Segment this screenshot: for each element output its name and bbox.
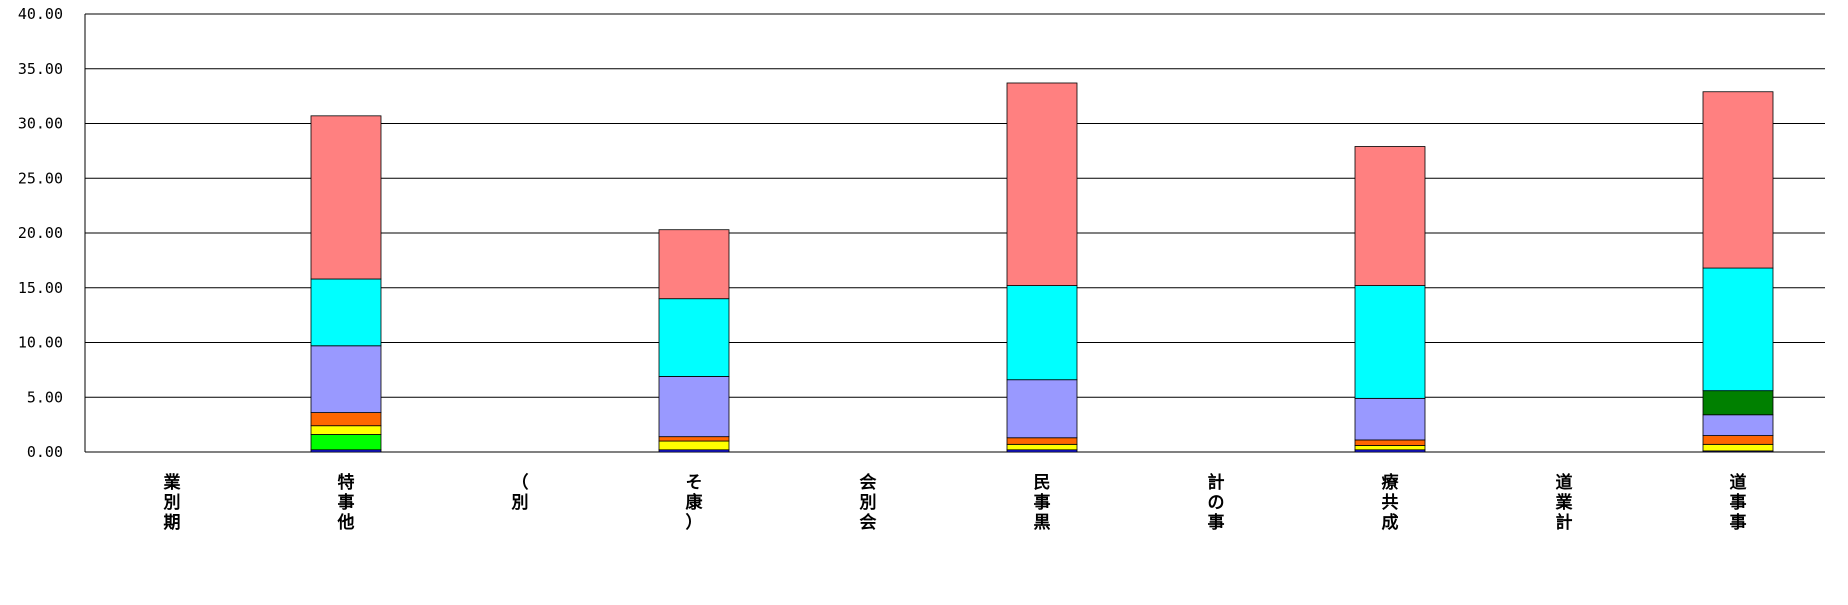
bar-segment (1703, 436, 1773, 445)
x-category-label: 療共成 (1382, 472, 1400, 533)
bar-segment (1703, 415, 1773, 436)
bar-segment (1355, 445, 1425, 449)
x-category-label: （別 (511, 472, 529, 513)
y-tick-label: 0.00 (27, 443, 63, 461)
y-tick-label: 20.00 (18, 224, 63, 242)
x-category-label: 道事事 (1730, 472, 1747, 533)
bar-segment (311, 116, 381, 279)
bar-segment (1703, 391, 1773, 415)
bar-segment (659, 230, 729, 299)
bar-segment (1007, 83, 1077, 286)
x-axis-category-labels: 業別期 特事他 （別 そ康） 会別会 民事黒 計の事 療共成 道業計 道事事 (163, 472, 1747, 533)
y-tick-label: 10.00 (18, 334, 63, 352)
x-category-label: 道業計 (1556, 472, 1573, 533)
bar-segment (311, 279, 381, 346)
bar-segment (311, 426, 381, 435)
bars (311, 83, 1773, 452)
y-tick-label: 25.00 (18, 169, 63, 187)
bar-segment (311, 346, 381, 413)
y-tick-label: 30.00 (18, 115, 63, 133)
x-category-label: 計の事 (1208, 472, 1225, 533)
bar-segment (1007, 438, 1077, 445)
bar-segment (659, 437, 729, 441)
x-category-label: 業別期 (163, 472, 181, 533)
y-tick-label: 40.00 (18, 5, 63, 23)
bar-segment (1703, 444, 1773, 451)
x-category-label: 特事他 (337, 472, 355, 533)
x-category-label: 民事黒 (1034, 473, 1051, 533)
bar-segment (1703, 268, 1773, 391)
bar-segment (659, 376, 729, 436)
y-axis-tick-labels: 0.00 5.00 10.00 15.00 20.00 25.00 30.00 35.00 40… (18, 5, 63, 461)
bar-segment (1355, 398, 1425, 440)
y-tick-label: 5.00 (27, 388, 63, 406)
y-tick-label: 15.00 (18, 279, 63, 297)
bar-segment (311, 413, 381, 426)
bar-segment (659, 299, 729, 377)
bar-segment (1355, 440, 1425, 445)
bar-segment (1007, 444, 1077, 449)
bar-segment (1355, 146, 1425, 285)
bar-segment (1355, 286, 1425, 399)
bar-segment (1703, 92, 1773, 268)
x-category-label: そ康） (686, 473, 704, 533)
y-tick-label: 35.00 (18, 60, 63, 78)
x-category-label: 会別会 (859, 472, 877, 533)
bar-segment (659, 441, 729, 450)
bar-segment (1007, 380, 1077, 438)
bar-segment (1007, 286, 1077, 380)
bar-segment (311, 434, 381, 449)
